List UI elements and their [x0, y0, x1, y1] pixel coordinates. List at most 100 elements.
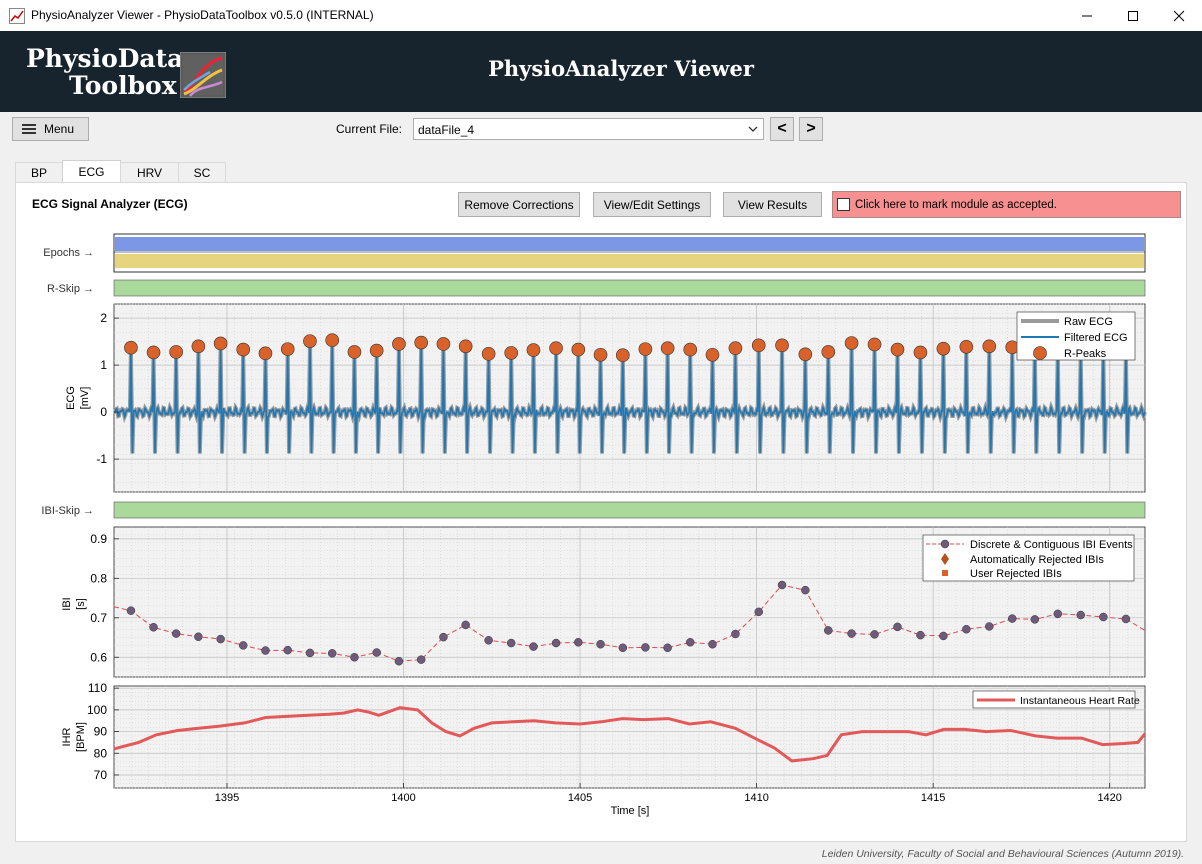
rpeak-marker[interactable] — [844, 336, 859, 350]
rpeak-marker[interactable] — [982, 339, 997, 354]
ibi-point[interactable] — [372, 648, 381, 657]
rpeak-marker[interactable] — [169, 345, 183, 359]
epoch-bar-blue[interactable] — [115, 237, 1144, 251]
ibi-point[interactable] — [1076, 610, 1085, 620]
epoch-bar-yellow[interactable] — [115, 254, 1144, 268]
tab-hrv[interactable]: HRV — [120, 162, 179, 183]
next-file-button[interactable]: > — [799, 117, 823, 141]
ibi-point[interactable] — [962, 624, 971, 634]
ibi-point[interactable] — [529, 642, 538, 651]
ibi-point[interactable] — [216, 634, 225, 644]
rpeak-marker[interactable] — [526, 343, 541, 357]
ibi-point[interactable] — [149, 623, 158, 632]
rpeak-marker[interactable] — [414, 335, 428, 350]
ibi-point[interactable] — [461, 620, 470, 630]
rpeak-marker[interactable] — [936, 341, 951, 356]
prev-file-button[interactable]: < — [770, 117, 794, 141]
ibi-point[interactable] — [847, 629, 856, 638]
ibi-point[interactable] — [574, 638, 583, 647]
rpeak-marker[interactable] — [821, 345, 836, 359]
ibi-point[interactable] — [685, 638, 695, 647]
rpeak-marker[interactable] — [481, 347, 496, 361]
remove-corrections-button[interactable]: Remove Corrections — [458, 192, 580, 217]
ibi-point[interactable] — [618, 643, 628, 653]
ibi-point[interactable] — [754, 607, 763, 617]
rpeak-marker[interactable] — [258, 346, 273, 361]
view-results-button[interactable]: View Results — [723, 192, 822, 217]
rpeak-marker[interactable] — [913, 345, 928, 360]
minimize-button[interactable] — [1064, 0, 1110, 31]
menu-button[interactable]: Menu — [12, 117, 89, 141]
ibi-point[interactable] — [985, 622, 994, 631]
rskip-track[interactable] — [113, 279, 1146, 297]
rpeak-marker[interactable] — [392, 337, 406, 351]
rpeak-marker[interactable] — [593, 347, 608, 362]
ibi-point[interactable] — [641, 643, 650, 652]
rpeak-marker[interactable] — [683, 342, 698, 357]
ibi-point[interactable] — [1053, 609, 1063, 619]
ibi-point[interactable] — [484, 636, 493, 645]
rpeak-marker[interactable] — [867, 337, 882, 352]
tab-sc[interactable]: SC — [178, 162, 226, 183]
rpeak-marker[interactable] — [146, 345, 161, 360]
rpeak-marker[interactable] — [728, 341, 743, 355]
ibi-point[interactable] — [261, 646, 270, 655]
ibi-point[interactable] — [238, 641, 248, 650]
rpeak-marker[interactable] — [458, 339, 473, 354]
tab-ecg[interactable]: ECG — [62, 160, 121, 183]
ibi-point[interactable] — [171, 629, 181, 638]
rpeak-marker[interactable] — [615, 348, 630, 363]
accept-checkbox[interactable] — [837, 198, 850, 211]
ibi-point[interactable] — [1121, 614, 1131, 624]
rpeak-marker[interactable] — [236, 342, 251, 357]
ibi-point[interactable] — [305, 648, 315, 658]
ibi-point[interactable] — [916, 630, 925, 640]
accept-module-toggle[interactable]: Click here to mark module as accepted. — [832, 191, 1181, 218]
rpeak-marker[interactable] — [213, 336, 228, 351]
close-button[interactable] — [1156, 0, 1202, 31]
rpeak-marker[interactable] — [191, 339, 206, 354]
ibi-chart[interactable]: 0.9 0.8 0.7 0.6 IBI [s] Discrete & Contiguo… — [61, 526, 1146, 678]
ibi-point[interactable] — [708, 639, 717, 649]
rpeak-marker[interactable] — [369, 343, 384, 358]
rpeak-marker[interactable] — [280, 342, 295, 356]
ibi-point[interactable] — [663, 643, 672, 653]
view-edit-settings-button[interactable]: View/Edit Settings — [593, 192, 711, 217]
rpeak-marker[interactable] — [549, 341, 563, 355]
ibi-point[interactable] — [506, 638, 516, 648]
rpeak-marker[interactable] — [705, 347, 720, 362]
ibi-point[interactable] — [126, 606, 136, 615]
ibi-point[interactable] — [194, 632, 203, 641]
rpeak-marker[interactable] — [890, 342, 905, 357]
ibi-point[interactable] — [416, 655, 426, 664]
ibi-point[interactable] — [283, 645, 292, 655]
ibi-point[interactable] — [1099, 612, 1108, 622]
ibi-point[interactable] — [893, 622, 902, 632]
ibi-point[interactable] — [596, 639, 605, 649]
rpeak-marker[interactable] — [638, 342, 653, 356]
rpeak-marker[interactable] — [124, 340, 138, 355]
ibi-point[interactable] — [1007, 614, 1017, 623]
ibi-point[interactable] — [551, 638, 561, 648]
rpeak-marker[interactable] — [660, 341, 675, 355]
ibi-point[interactable] — [439, 632, 448, 642]
rpeak-marker[interactable] — [571, 342, 586, 357]
rpeak-marker[interactable] — [347, 345, 362, 359]
ibi-point[interactable] — [870, 630, 879, 639]
ecg-chart[interactable]: 2 1 0 -1 ECG [mV] Raw ECG Filtered ECG R-Pe… — [65, 303, 1147, 493]
ibi-point[interactable] — [394, 656, 404, 666]
ibi-point[interactable] — [327, 649, 337, 658]
ibi-point[interactable] — [350, 653, 359, 662]
ibi-point[interactable] — [939, 631, 948, 641]
rpeak-marker[interactable] — [775, 338, 789, 353]
ibi-point[interactable] — [801, 585, 810, 595]
rpeak-marker[interactable] — [798, 347, 813, 362]
rpeak-marker[interactable] — [959, 339, 974, 354]
maximize-button[interactable] — [1110, 0, 1156, 31]
rpeak-marker[interactable] — [325, 333, 340, 347]
rpeak-marker[interactable] — [751, 338, 766, 353]
rpeak-marker[interactable] — [504, 346, 519, 360]
rpeak-marker[interactable] — [303, 334, 317, 348]
ihr-chart[interactable]: 110 100 90 80 70 1395 1400 1405 1410 1415 1420 IH… — [61, 681, 1147, 817]
ibi-point[interactable] — [731, 629, 740, 639]
